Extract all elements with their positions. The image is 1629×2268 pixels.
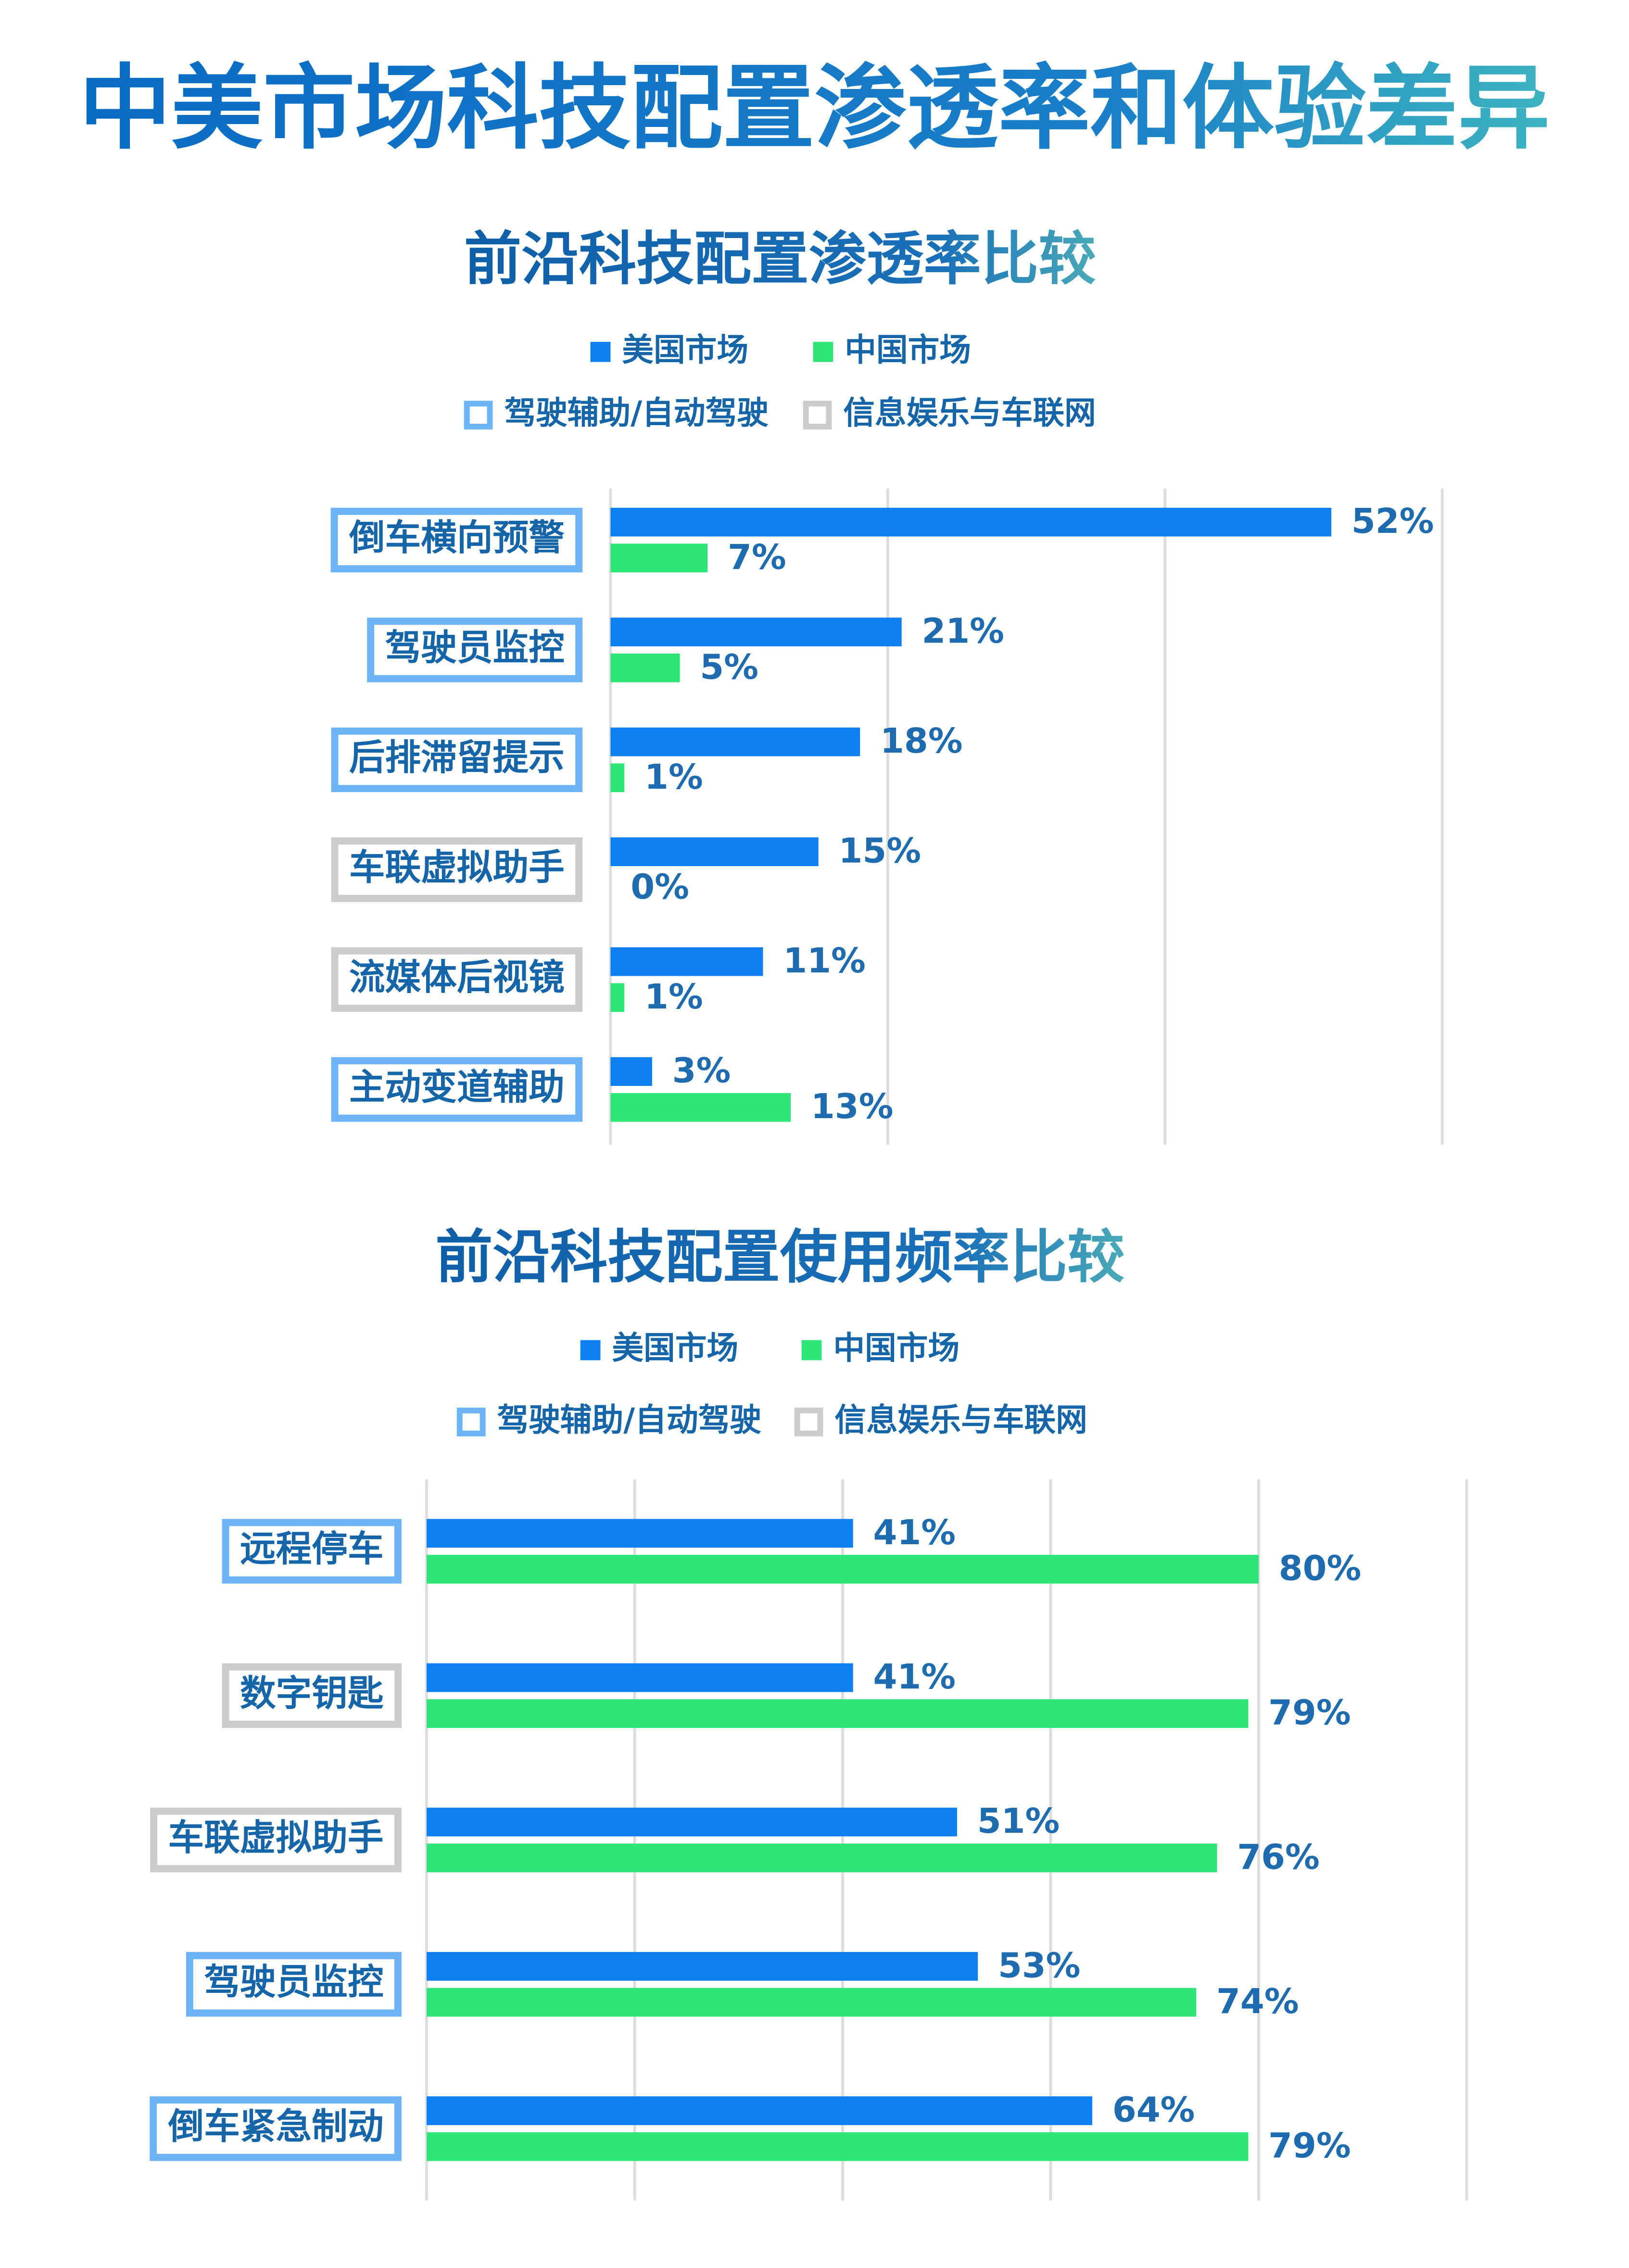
category-box (330, 507, 583, 573)
bar (427, 1807, 957, 1837)
page-title: 中美市场科技配置渗透率和体验差异 (79, 55, 1550, 162)
value-label: 21% (922, 611, 1004, 651)
value-label: 41% (873, 1512, 956, 1552)
category-box (331, 947, 583, 1012)
category-box (331, 1057, 583, 1122)
bar (427, 1555, 1259, 1584)
chart-title: 前沿科技配置渗透率比较 (464, 226, 1096, 292)
bar (610, 763, 625, 793)
value-label: 3% (672, 1050, 731, 1091)
bar (427, 1952, 978, 1981)
bar (610, 1093, 791, 1122)
legend-label: 信息娱乐与车联网 (843, 395, 1096, 431)
legend-swatch (794, 1407, 823, 1436)
value-label: 76% (1237, 1837, 1320, 1877)
legend-label: 美国市场 (622, 332, 748, 368)
category-box (186, 1952, 402, 2017)
category-label: 倒车紧急制动 (168, 2105, 384, 2147)
legend-swatch (813, 341, 833, 362)
bar (427, 1519, 853, 1548)
value-label: 64% (1112, 2089, 1195, 2129)
bar (427, 2096, 1093, 2125)
value-label: 18% (880, 720, 963, 761)
value-label: 79% (1268, 1692, 1351, 1733)
category-label: 驾驶员监控 (204, 1961, 383, 2003)
bar (610, 543, 708, 573)
value-label: 1% (644, 976, 703, 1017)
value-label: 13% (811, 1086, 894, 1126)
category-box (331, 837, 583, 902)
value-label: 74% (1216, 1981, 1299, 2021)
value-label: 15% (839, 831, 922, 871)
bar (610, 653, 680, 682)
chart-title: 前沿科技配置使用频率比较 (435, 1224, 1124, 1291)
category-label: 远程停车 (240, 1528, 384, 1570)
category-label: 车联虚拟助手 (349, 846, 565, 888)
category-label: 主动变道辅助 (349, 1066, 565, 1108)
value-label: 80% (1279, 1548, 1362, 1588)
bar (427, 2132, 1249, 2161)
category-label: 车联虚拟助手 (168, 1816, 384, 1858)
legend-swatch (803, 401, 832, 430)
bar (427, 1663, 853, 1692)
category-box (367, 617, 583, 682)
value-label: 53% (998, 1945, 1081, 1985)
legend-swatch (464, 401, 493, 430)
legend-swatch (456, 1407, 486, 1436)
category-box (222, 1663, 402, 1728)
bar (610, 507, 1332, 537)
bar (610, 617, 902, 647)
legend-label: 驾驶辅助/自动驾驶 (497, 1402, 761, 1438)
legend-label: 驾驶辅助/自动驾驶 (504, 395, 769, 431)
category-box (331, 727, 583, 793)
category-label: 驾驶员监控 (385, 627, 565, 668)
legend-swatch (580, 1340, 601, 1361)
value-label: 5% (700, 646, 758, 687)
value-label: 7% (728, 537, 786, 577)
legend-label: 信息娱乐与车联网 (834, 1402, 1087, 1438)
category-box (222, 1519, 402, 1584)
value-label: 52% (1351, 501, 1434, 541)
bar (610, 947, 763, 976)
value-label: 1% (644, 756, 703, 797)
category-box (150, 1807, 402, 1873)
bar (610, 727, 860, 756)
legend-label: 美国市场 (612, 1330, 738, 1367)
category-box (150, 2096, 402, 2161)
category-label: 数字钥匙 (240, 1672, 384, 1714)
category-label: 倒车横向预警 (349, 517, 565, 558)
value-label: 79% (1268, 2125, 1351, 2166)
bar (610, 1057, 652, 1086)
value-label: 0% (631, 866, 689, 907)
value-label: 11% (783, 940, 866, 981)
bar (427, 1843, 1217, 1873)
bar (427, 1699, 1249, 1728)
bar (610, 837, 819, 866)
value-label: 41% (873, 1656, 956, 1697)
category-label: 流媒体后视镜 (349, 956, 565, 998)
bar (610, 983, 625, 1012)
value-label: 51% (977, 1801, 1060, 1841)
category-label: 后排滞留提示 (349, 736, 565, 778)
legend-label: 中国市场 (833, 1330, 960, 1367)
legend-swatch (801, 1340, 822, 1361)
legend-label: 中国市场 (845, 332, 971, 368)
legend-swatch (590, 341, 611, 362)
bar (427, 1988, 1197, 2017)
